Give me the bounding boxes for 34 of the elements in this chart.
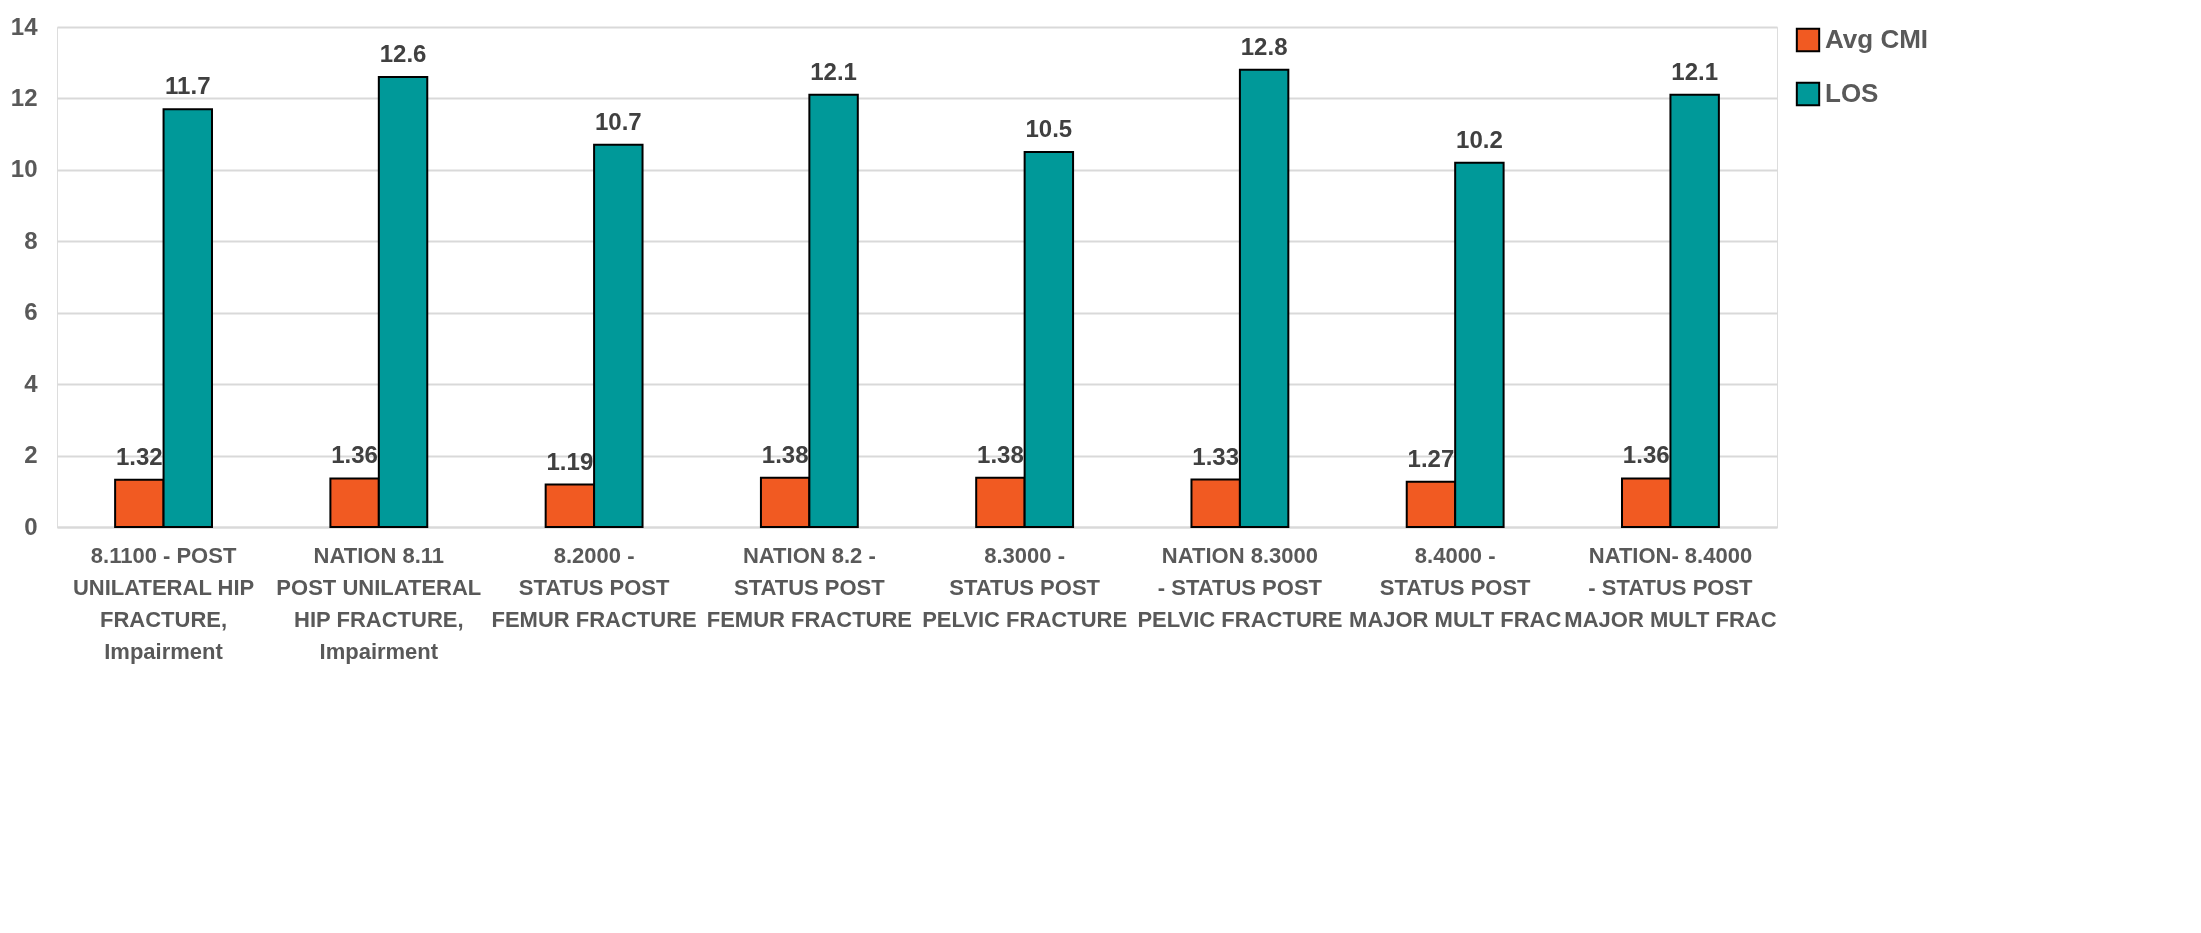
data-label: 1.38 <box>761 440 809 468</box>
x-tick-label: 8.1100 - POST UNILATERAL HIP FRACTURE, Impairment <box>72 542 255 664</box>
y-tick-label: 2 <box>24 441 38 469</box>
data-label: 12.8 <box>1240 32 1288 60</box>
y-tick-label: 4 <box>24 369 39 397</box>
y-tick-label: 14 <box>10 12 39 40</box>
data-label: 12.1 <box>1671 57 1719 85</box>
x-tick-label: NATION- 8.4000 - STATUS POST MAJOR MULT FRAC <box>1564 542 1777 632</box>
legend-label: Avg CMI <box>1825 24 1929 54</box>
x-tick-label: 8.4000 - STATUS POST MAJOR MULT FRAC <box>1349 542 1562 632</box>
data-label: 1.32 <box>115 442 163 470</box>
y-tick-label: 10 <box>10 155 38 183</box>
y-tick-label: 0 <box>24 512 38 540</box>
data-label: 1.36 <box>1622 441 1670 469</box>
y-tick-label: 12 <box>10 83 38 111</box>
legend-label: LOS <box>1825 78 1879 108</box>
data-label: 11.7 <box>165 72 211 100</box>
x-tick-label: 8.3000 - STATUS POST PELVIC FRACTURE <box>922 542 1128 632</box>
x-tick-label: NATION 8.11 POST UNILATERAL HIP FRACTURE, Impairment <box>276 542 482 664</box>
data-label: 10.7 <box>594 107 642 135</box>
data-label: 10.5 <box>1025 115 1073 142</box>
data-label: 1.36 <box>331 441 378 469</box>
data-label: 1.19 <box>546 447 594 475</box>
x-tick-label: 8.2000 - STATUS POST FEMUR FRACTURE <box>491 542 697 632</box>
data-label: 1.27 <box>1407 444 1455 472</box>
y-tick-label: 8 <box>24 226 38 254</box>
data-label: 12.6 <box>379 40 427 67</box>
data-label: 12.1 <box>810 57 857 85</box>
x-tick-label: NATION 8.2 - STATUS POST FEMUR FRACTURE <box>706 542 913 632</box>
data-label: 1.33 <box>1192 442 1240 470</box>
x-tick-label: NATION 8.3000 - STATUS POST PELVIC FRACTURE <box>1137 542 1343 632</box>
data-label: 1.38 <box>977 440 1024 468</box>
data-label: 10.2 <box>1456 125 1503 153</box>
y-tick-label: 6 <box>24 298 38 326</box>
